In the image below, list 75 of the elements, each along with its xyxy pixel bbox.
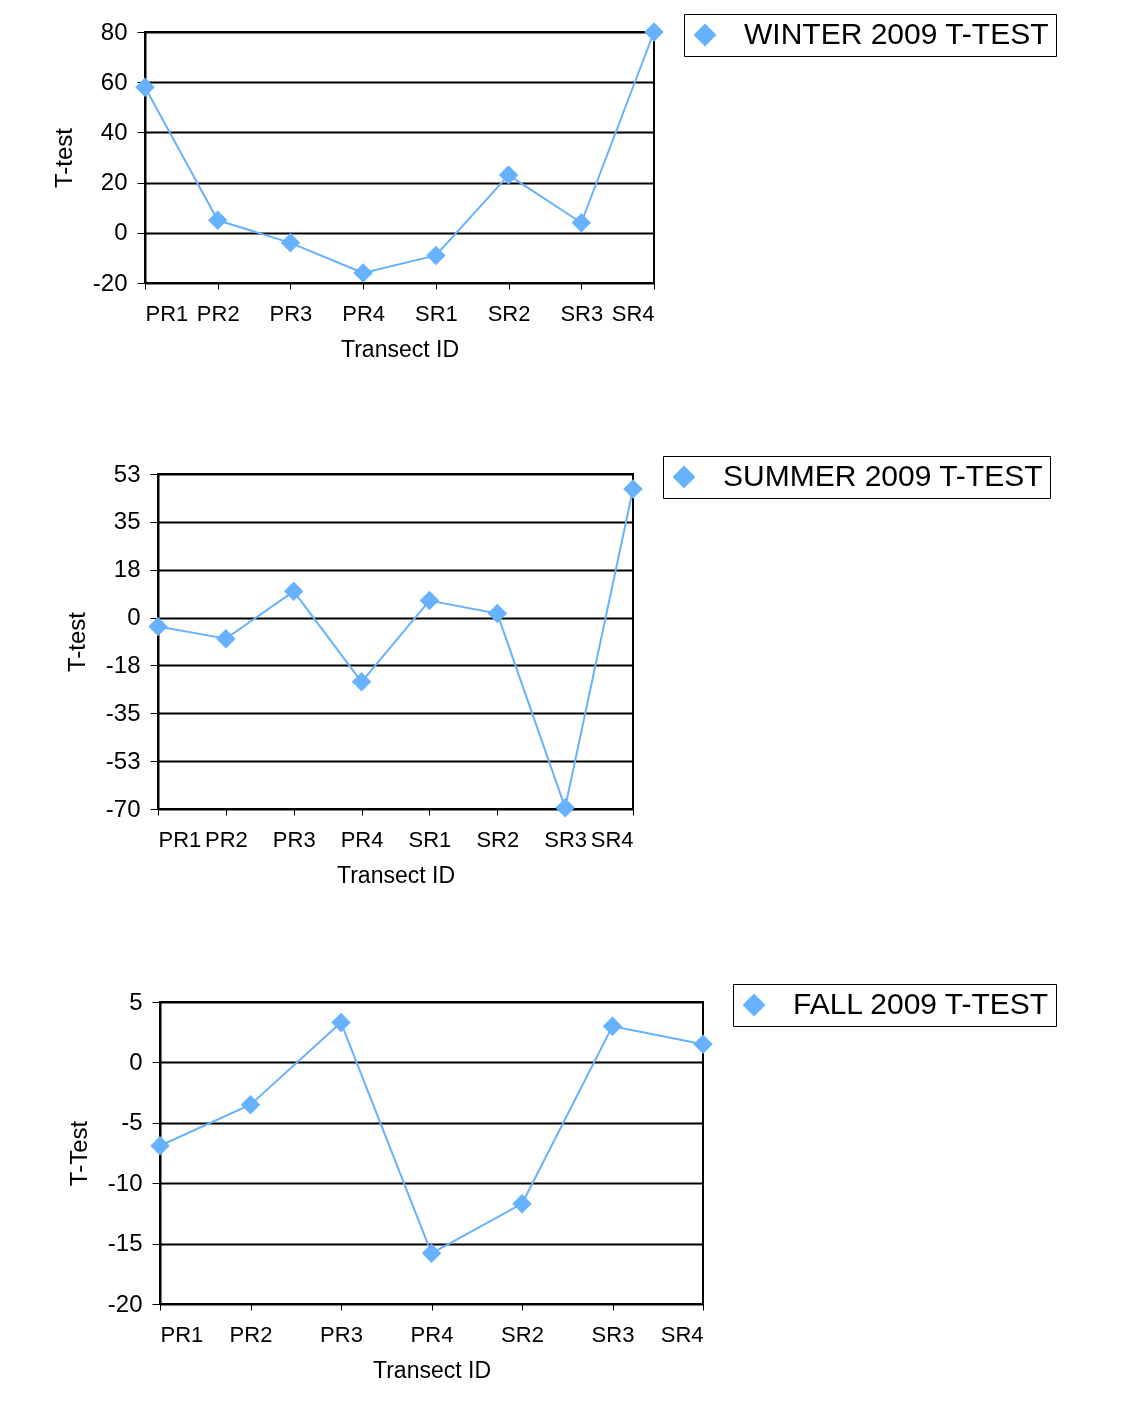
y-tick-label: 60 — [100, 67, 128, 95]
x-tick-label: PR3 — [272, 826, 316, 852]
x-tick-label: SR4 — [660, 1321, 704, 1347]
x-tick-label: PR2 — [196, 300, 240, 326]
y-tick-label: 35 — [113, 507, 141, 535]
x-tick-label: PR2 — [204, 826, 248, 852]
y-tick-label: -15 — [107, 1229, 143, 1257]
y-tick-label: -10 — [107, 1168, 143, 1196]
point — [644, 22, 664, 42]
x-tick-label: PR4 — [410, 1321, 454, 1347]
x-axis-title: Transect ID — [336, 861, 456, 888]
legend-label: WINTER 2009 T-TEST — [744, 17, 1049, 50]
x-tick-label: PR1 — [145, 300, 189, 326]
x-tick-label: SR2 — [476, 826, 520, 852]
point — [421, 1243, 442, 1264]
legend-label: FALL 2009 T-TEST — [793, 987, 1049, 1020]
x-tick-label: PR3 — [269, 300, 313, 326]
point — [331, 1012, 351, 1033]
y-axis-title: T-Test — [64, 1120, 92, 1187]
x-tick-label: PR3 — [320, 1321, 363, 1347]
point — [623, 479, 643, 499]
point — [419, 590, 440, 611]
y-tick-label: 0 — [127, 603, 141, 631]
point — [240, 1094, 261, 1115]
y-tick-label: -53 — [105, 746, 141, 774]
y-axis-title: T-test — [62, 611, 90, 673]
x-tick-label: PR1 — [158, 826, 202, 852]
x-tick-label: SR2 — [501, 1321, 544, 1347]
x-tick-label: SR3 — [560, 300, 604, 326]
legend-label: SUMMER 2009 T-TEST — [723, 459, 1043, 492]
y-tick-label: -20 — [107, 1289, 143, 1317]
y-tick-label: -5 — [121, 1108, 143, 1136]
x-tick-label: PR4 — [342, 300, 386, 326]
point — [571, 213, 592, 233]
x-tick-label: SR1 — [414, 300, 458, 326]
x-tick-label: SR3 — [544, 826, 588, 852]
y-tick-label: -20 — [92, 268, 128, 296]
point — [283, 581, 304, 602]
point — [602, 1016, 623, 1036]
y-tick-label: 20 — [100, 168, 128, 196]
y-tick-label: 0 — [114, 218, 128, 246]
y-tick-label: -35 — [105, 698, 141, 726]
y-tick-label: 18 — [113, 555, 141, 583]
point — [426, 245, 446, 266]
point — [353, 263, 373, 283]
point — [487, 603, 508, 624]
point — [148, 616, 168, 637]
y-tick-label: 0 — [129, 1047, 143, 1075]
x-tick-label: PR1 — [160, 1321, 204, 1347]
x-tick-label: SR2 — [487, 300, 531, 326]
x-tick-label: PR4 — [340, 826, 384, 852]
x-tick-label: SR4 — [590, 826, 634, 852]
point — [135, 77, 155, 97]
y-tick-label: 80 — [100, 17, 128, 45]
point — [150, 1136, 170, 1156]
point — [555, 797, 575, 818]
x-axis-title: Transect ID — [372, 1356, 492, 1383]
point — [693, 1034, 713, 1055]
y-tick-label: 53 — [113, 459, 141, 487]
point — [351, 672, 372, 692]
y-tick-label: 5 — [129, 987, 143, 1015]
y-tick-label: -70 — [105, 794, 141, 822]
x-tick-label: SR1 — [408, 826, 452, 852]
x-axis-title: Transect ID — [340, 335, 460, 362]
y-axis-title: T-test — [49, 127, 77, 189]
x-tick-label: SR3 — [591, 1321, 635, 1347]
point — [207, 210, 228, 230]
point — [498, 165, 519, 185]
x-tick-label: PR2 — [229, 1321, 273, 1347]
point — [512, 1193, 532, 1214]
point — [280, 233, 301, 253]
x-tick-label: SR4 — [611, 300, 655, 326]
y-tick-label: -18 — [105, 650, 141, 678]
point — [216, 628, 236, 649]
y-tick-label: 40 — [100, 117, 128, 145]
